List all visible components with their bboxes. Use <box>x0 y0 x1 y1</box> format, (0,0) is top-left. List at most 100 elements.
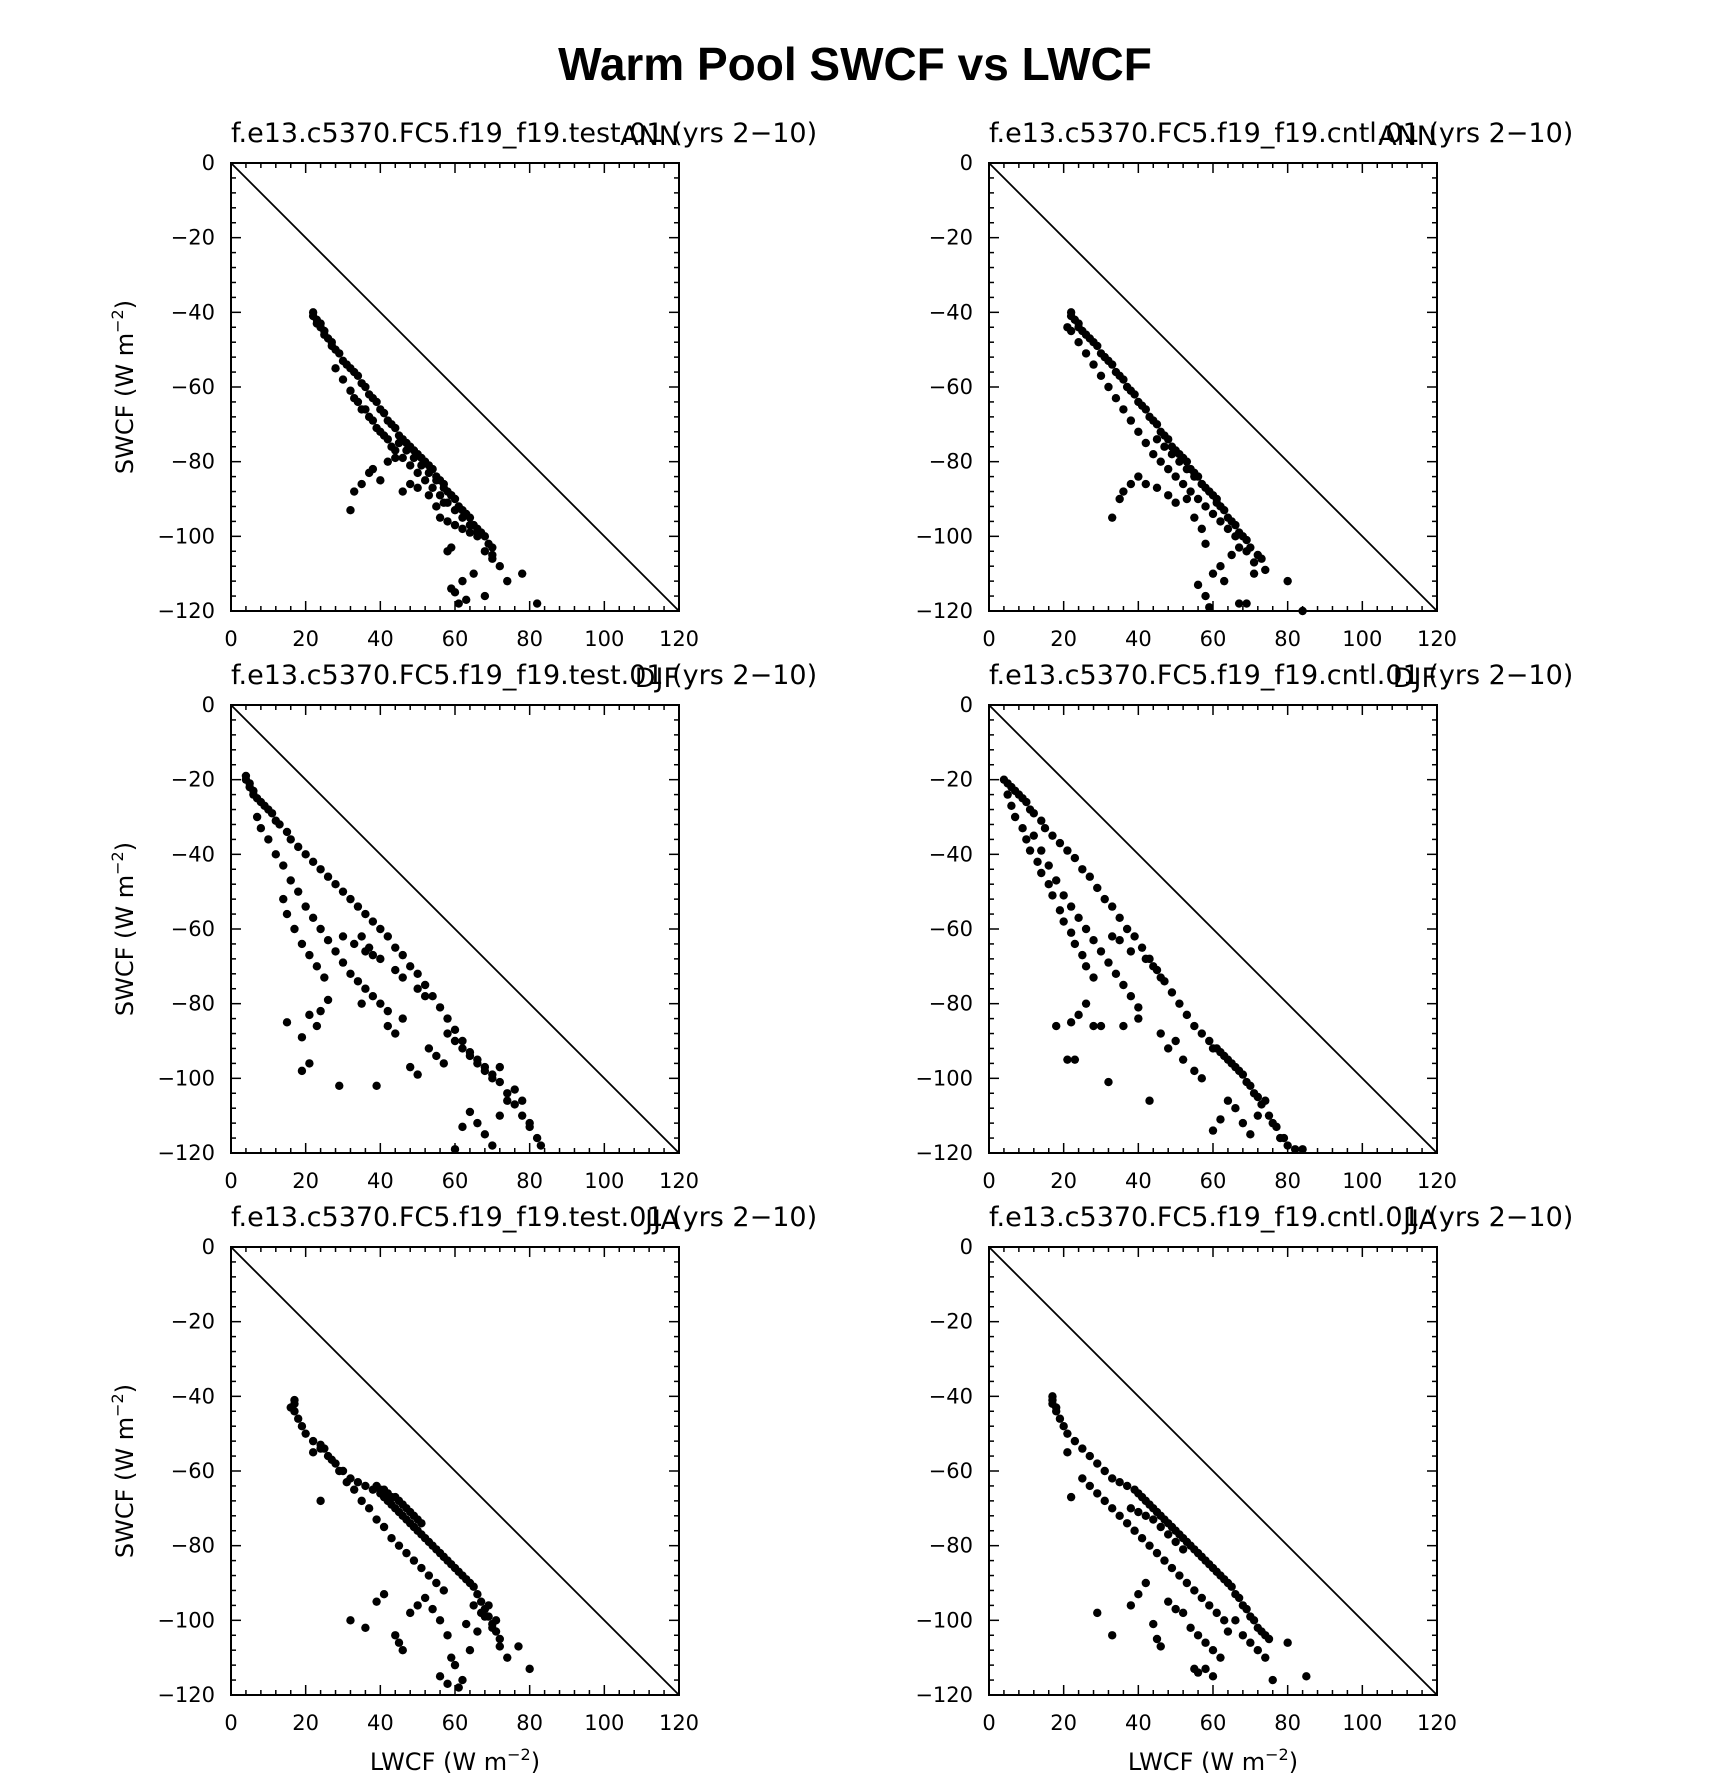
data-point <box>488 1141 497 1150</box>
data-point <box>443 1029 452 1038</box>
panel-case: f.e13.c5370.FC5.f19_f19.cntl.01 <box>989 118 1420 149</box>
data-point <box>409 1556 419 1565</box>
data-point <box>379 431 389 440</box>
data-point <box>1186 487 1195 496</box>
x-tick-label: 0 <box>224 1169 237 1193</box>
data-point <box>361 382 370 392</box>
data-point <box>484 1601 493 1610</box>
panel-season: ANN <box>620 121 679 152</box>
data-point <box>1149 450 1158 459</box>
data-point <box>1126 416 1136 425</box>
data-point <box>1231 1062 1240 1072</box>
data-point <box>1029 809 1039 818</box>
data-point <box>1193 1668 1203 1677</box>
data-point <box>1115 913 1124 922</box>
data-point <box>1145 1541 1154 1550</box>
data-point <box>1066 928 1076 937</box>
data-point <box>1152 483 1162 492</box>
data-point <box>1085 1451 1095 1461</box>
data-point <box>465 1646 475 1655</box>
data-point <box>1126 947 1136 956</box>
data-point <box>1122 1481 1132 1491</box>
x-tick-label: 120 <box>659 627 699 651</box>
data-point <box>402 446 411 455</box>
data-point <box>1074 338 1083 347</box>
data-point <box>1108 360 1117 369</box>
data-point <box>1201 502 1210 511</box>
data-point <box>297 1033 307 1042</box>
data-point <box>1059 1422 1068 1431</box>
data-point <box>532 599 542 608</box>
data-point <box>1070 1055 1080 1064</box>
y-tick-label: −80 <box>929 1534 973 1558</box>
data-point <box>1257 554 1266 563</box>
data-point <box>368 992 378 1001</box>
data-point <box>514 1642 523 1651</box>
data-point <box>435 1003 445 1012</box>
data-point <box>368 950 378 960</box>
data-point <box>1044 880 1053 889</box>
data-point <box>1010 812 1020 822</box>
y-tick-label: −80 <box>929 992 973 1016</box>
data-point <box>376 999 385 1008</box>
data-point <box>443 1014 452 1023</box>
data-point <box>1096 1021 1106 1031</box>
data-point <box>301 850 310 859</box>
data-point <box>1283 1141 1292 1150</box>
data-point <box>294 887 303 896</box>
data-point <box>450 506 460 515</box>
data-point <box>1220 576 1229 586</box>
data-point <box>1104 1077 1113 1087</box>
data-point <box>264 835 273 844</box>
data-point <box>1231 532 1240 541</box>
x-tick-label: 40 <box>1125 627 1152 651</box>
data-point <box>476 1597 486 1606</box>
data-point <box>495 1077 504 1087</box>
data-point <box>424 1044 434 1053</box>
x-tick-label: 80 <box>1274 1711 1301 1735</box>
data-point <box>1044 861 1053 870</box>
data-point <box>1171 1604 1180 1614</box>
x-tick-label: 20 <box>292 1169 319 1193</box>
data-point <box>297 1066 307 1076</box>
data-point <box>338 958 348 967</box>
y-tick-label: −40 <box>929 842 973 866</box>
y-tick-label: −20 <box>929 1310 973 1334</box>
data-point <box>1253 1111 1263 1120</box>
data-point <box>1108 1631 1117 1640</box>
x-tick-label: 100 <box>1342 1169 1382 1193</box>
panel-title: f.e13.c5370.FC5.f19_f19.test.01 (yrs 2−1… <box>231 118 817 149</box>
data-point <box>1048 831 1057 840</box>
data-point <box>1227 1582 1236 1591</box>
y-tick-label: −40 <box>929 300 973 324</box>
data-point <box>1025 846 1035 855</box>
data-point <box>458 576 467 586</box>
data-point <box>1152 435 1162 444</box>
x-tick-label: 0 <box>982 627 995 651</box>
data-point <box>282 827 292 837</box>
data-point <box>432 1578 441 1588</box>
data-point <box>1234 543 1244 552</box>
data-point <box>1231 1616 1240 1625</box>
data-point <box>346 386 355 395</box>
x-tick-label: 20 <box>1050 1711 1077 1735</box>
data-point <box>1081 924 1091 934</box>
panel-season: JJA <box>1401 1205 1437 1236</box>
data-point <box>391 943 400 952</box>
data-point <box>1119 375 1128 384</box>
y-tick-label: −40 <box>171 300 215 324</box>
data-point <box>368 464 378 474</box>
data-point <box>1037 846 1046 855</box>
panel-years: (yrs 2−10) <box>1420 118 1574 149</box>
data-point <box>1193 1631 1203 1640</box>
data-point <box>1216 1115 1225 1124</box>
data-point <box>1201 539 1210 548</box>
data-point <box>394 438 404 448</box>
data-point <box>1141 1578 1151 1588</box>
data-point <box>1164 1044 1173 1053</box>
data-point <box>372 423 381 433</box>
data-point <box>1119 980 1128 990</box>
data-point <box>450 1145 460 1154</box>
data-point <box>1182 457 1192 466</box>
data-point <box>1040 824 1050 833</box>
